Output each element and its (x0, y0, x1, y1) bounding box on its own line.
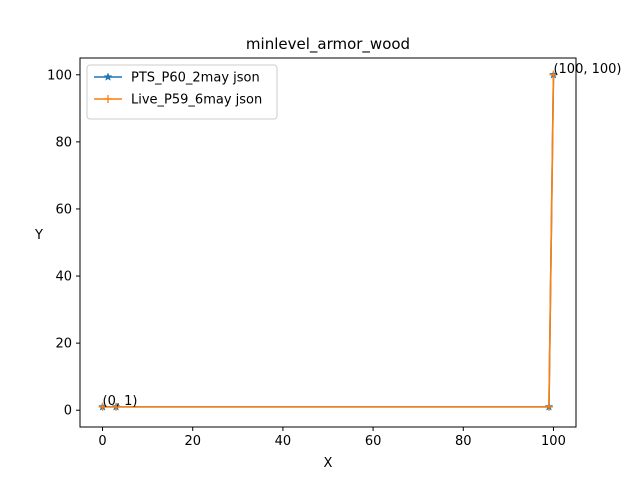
series-marker-2 (112, 402, 121, 411)
y-tick-label: 80 (55, 135, 72, 150)
legend-swatch-marker (103, 72, 113, 81)
y-axis-label: Y (34, 228, 43, 243)
series-marker-2 (549, 70, 558, 79)
legend-swatch-marker (104, 95, 112, 103)
y-tick-label: 60 (55, 202, 72, 217)
legend-box (86, 64, 278, 120)
series-marker-2 (98, 402, 107, 411)
plot-area: 0 20 40 60 80 100 0 20 40 60 80 100 (0, 1) (100, 100)… (47, 57, 622, 449)
point-annotation: (100, 100) (553, 62, 621, 77)
legend: PTS_P60_2may json Live_P59_6may json (86, 64, 278, 120)
chart-title: minlevel_armor_wood (246, 35, 410, 54)
y-tick-label: 20 (55, 337, 72, 352)
x-tick-label: 0 (98, 434, 106, 449)
axes-frame (79, 57, 577, 428)
series-marker-2 (544, 402, 553, 411)
series-line-2 (101, 73, 555, 408)
x-axis-label: X (324, 456, 333, 471)
x-tick-label: 40 (275, 434, 292, 449)
y-tick-label: 100 (47, 68, 72, 83)
point-annotation: (0, 1) (103, 394, 138, 409)
x-tick-label: 80 (455, 434, 472, 449)
x-tick-label: 60 (365, 434, 382, 449)
x-tick-label: 20 (184, 434, 201, 449)
y-tick-label: 0 (64, 404, 72, 419)
legend-label: Live_P59_6may json (131, 93, 262, 108)
legend-label: PTS_P60_2may json (131, 71, 260, 86)
x-tick-label: 100 (541, 434, 566, 449)
y-tick-label: 40 (55, 270, 72, 285)
